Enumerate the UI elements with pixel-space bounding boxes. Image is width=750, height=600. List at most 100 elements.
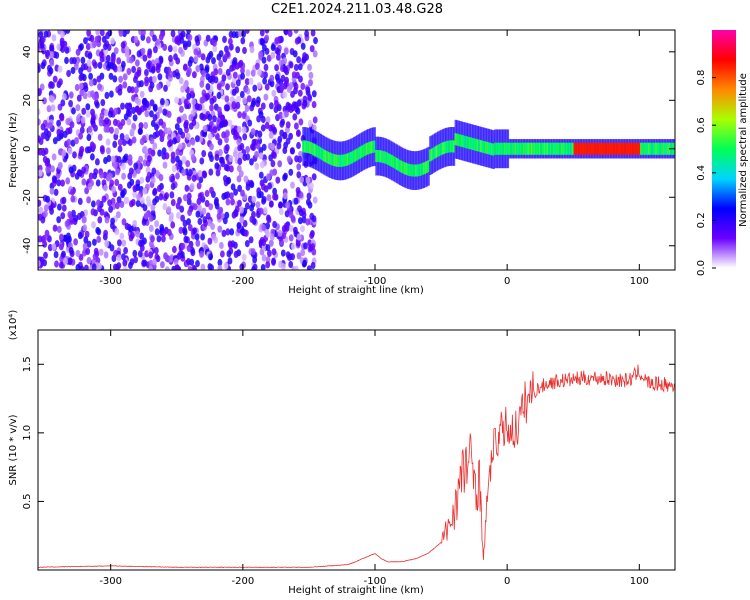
heatmap-cell [269,169,275,177]
heatmap-cell [77,169,83,177]
heatmap-cell [124,222,130,230]
heatmap-cell [217,138,223,146]
heatmap-cell [148,85,154,93]
heatmap-cell [235,46,241,54]
heatmap-cell [139,232,145,240]
heatmap-cell [249,204,255,212]
heatmap-cell [346,153,349,166]
heatmap-cell [258,147,264,155]
heatmap-cell [284,110,289,118]
heatmap-cell [238,170,244,178]
heatmap-cell [196,182,202,190]
heatmap-cell [630,142,633,155]
heatmap-cell [77,197,83,205]
heatmap-cell [79,126,85,134]
heatmap-cell [326,151,329,164]
heatmap-cell [117,138,123,146]
heatmap-cell [152,75,157,83]
heatmap-cell [158,174,164,182]
heatmap-cell [117,88,123,96]
heatmap-cell [454,133,457,146]
heatmap-cell [105,138,111,146]
heatmap-cell [115,202,120,210]
heatmap-cell [148,265,153,270]
heatmap-cell [302,140,305,153]
heatmap-cell [598,142,602,155]
heatmap-cell [327,151,330,164]
heatmap-cell [117,239,122,247]
heatmap-cell [189,183,195,191]
heatmap-cell [136,50,142,58]
heatmap-cell [86,240,92,248]
heatmap-cell [621,142,624,155]
heatmap-cell [116,254,122,262]
heatmap-cell [48,81,54,89]
heatmap-cell [164,254,170,262]
heatmap-cell [267,182,272,190]
heatmap-cell [233,210,239,218]
heatmap-cell [43,204,49,212]
heatmap-cell [194,233,200,241]
heatmap-cell [261,224,267,232]
heatmap-cell [199,80,205,88]
heatmap-cell [98,119,104,127]
heatmap-cell [95,226,101,235]
heatmap-cell [280,249,286,257]
heatmap-cell [367,142,370,155]
heatmap-cell [99,55,105,63]
heatmap-cell [164,266,170,270]
heatmap-cell [70,195,76,203]
heatmap-cell [116,155,122,164]
heatmap-cell [399,159,402,172]
heatmap-cell [88,79,94,87]
heatmap-cell [177,143,183,151]
heatmap-cell [221,192,227,201]
heatmap-cell [277,160,283,168]
heatmap-cell [175,134,181,142]
heatmap-cell [357,147,360,160]
heatmap-cell [562,142,565,155]
heatmap-cell [552,142,556,155]
heatmap-cell [161,229,167,237]
heatmap-cell [195,135,200,143]
heatmap-cell [388,153,391,166]
heatmap-cell [43,147,49,155]
heatmap-cell [330,153,334,166]
y-tick-label: 1.5 [22,356,33,372]
heatmap-cell [116,196,122,204]
heatmap-cell [269,200,274,208]
heatmap-cell [202,130,208,138]
heatmap-cell [429,149,432,162]
heatmap-cell [86,196,91,204]
heatmap-cell [218,206,224,214]
heatmap-cell [113,118,118,126]
heatmap-cell [188,114,194,122]
heatmap-cell [199,157,205,165]
heatmap-cell [285,201,290,209]
heatmap-cell [211,57,216,65]
heatmap-cell [200,53,206,61]
heatmap-cell [467,136,470,149]
heatmap-cell [560,142,563,155]
heatmap-cell [301,216,307,224]
heatmap-cell [152,114,158,122]
heatmap-cell [207,75,213,84]
heatmap-cell [551,142,554,155]
heatmap-cell [129,56,134,64]
heatmap-cell [93,168,99,176]
heatmap-cell [261,56,267,64]
y-tick-label: -40 [22,238,33,254]
heatmap-cell [254,151,259,159]
snr-scale-label: (x10⁴) [8,310,19,341]
heatmap-cell [315,144,318,157]
heatmap-cell [340,154,343,167]
heatmap-cell [305,218,311,226]
heatmap-cell [121,239,127,247]
heatmap-cell [635,142,638,155]
heatmap-cell [85,110,91,118]
heatmap-cell [310,142,313,155]
heatmap-cell [85,103,91,111]
heatmap-cell [229,165,234,173]
heatmap-cell [117,65,123,73]
heatmap-cell [258,171,264,179]
